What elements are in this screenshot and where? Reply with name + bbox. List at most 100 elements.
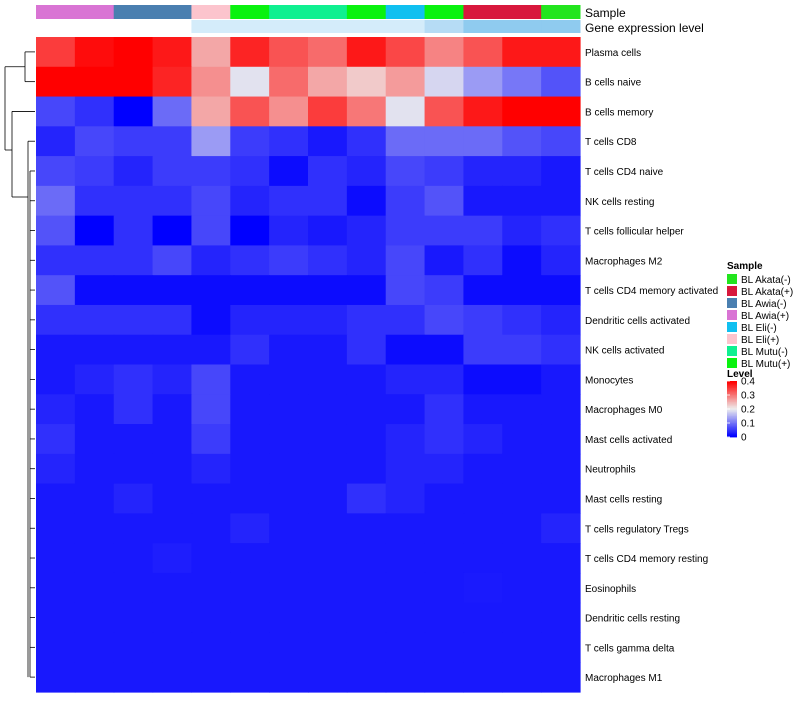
heatmap-cell [424, 304, 465, 336]
level-legend-gradient-step [727, 416, 737, 418]
heatmap-cell [36, 37, 76, 68]
heatmap-cell [269, 632, 309, 663]
heatmap-cell [269, 602, 309, 634]
heatmap-cell [74, 304, 115, 336]
heatmap-cell [152, 96, 193, 127]
heatmap-cell [74, 126, 115, 157]
heatmap-cell [424, 602, 465, 634]
heatmap-cell [463, 245, 503, 276]
heatmap-cell [269, 483, 309, 514]
sample-annotation-cell [424, 5, 464, 19]
heatmap-cell [36, 334, 76, 366]
heatmap-cell [502, 632, 542, 663]
sample-annotation-cell [74, 5, 115, 19]
row-label: Monocytes [585, 375, 633, 386]
gene-expression-annotation-cell [230, 20, 270, 33]
gene-expression-annotation-cell [269, 20, 309, 33]
heatmap-cell [36, 453, 76, 485]
heatmap-cell [424, 126, 465, 157]
sample-annotation-cell [346, 5, 387, 19]
heatmap-cell [230, 364, 270, 395]
heatmap-cell [269, 662, 309, 693]
heatmap-cell [74, 96, 115, 127]
heatmap-cell [74, 513, 115, 544]
heatmap-cell [346, 304, 387, 336]
level-legend-tick-label: 0.3 [741, 391, 755, 402]
heatmap-cell [385, 185, 426, 217]
heatmap-cell [502, 37, 542, 68]
heatmap-cell [541, 185, 581, 217]
heatmap-cell [308, 424, 348, 455]
heatmap-cell [191, 543, 231, 574]
heatmap-cell [191, 453, 231, 485]
row-label: NK cells resting [585, 197, 654, 208]
heatmap-cell [424, 513, 465, 544]
level-legend-gradient-step [727, 414, 737, 417]
row-label: Macrophages M1 [585, 673, 663, 684]
gene-expression-annotation-cell [152, 20, 192, 33]
sample-legend-label: BL Mutu(+) [741, 359, 790, 370]
heatmap-cell [152, 483, 193, 514]
heatmap-cell [541, 37, 581, 68]
level-legend-gradient-step [727, 388, 737, 390]
heatmap-cell [346, 126, 387, 157]
heatmap-cell [269, 185, 309, 217]
row-label: T cells CD8 [585, 137, 637, 148]
heatmap-cell [269, 66, 309, 98]
heatmap-cell [230, 66, 270, 98]
heatmap-cell [113, 96, 154, 127]
sample-legend-label: BL Mutu(-) [741, 347, 788, 358]
heatmap-cell [385, 394, 426, 425]
heatmap-cell [152, 156, 193, 187]
heatmap-cell [269, 156, 309, 187]
heatmap-cell [152, 364, 193, 395]
heatmap-cell [230, 513, 270, 544]
heatmap-cell [74, 185, 115, 217]
heatmap-cell [463, 364, 503, 395]
sample-legend-label: BL Akata(+) [741, 287, 793, 298]
heatmap-cell [269, 304, 309, 336]
heatmap-cell [36, 572, 76, 604]
level-legend-gradient-step [727, 402, 737, 404]
heatmap-cell [541, 543, 581, 574]
heatmap-cell [113, 304, 154, 336]
heatmap-cell [424, 394, 465, 425]
heatmap-cell [346, 453, 387, 485]
heatmap-cell [346, 513, 387, 544]
heatmap-cell [74, 215, 115, 247]
heatmap-cell [502, 275, 542, 306]
heatmap-cell [113, 424, 154, 455]
heatmap-cell [463, 483, 503, 514]
heatmap-cell [541, 602, 581, 634]
gene-expression-annotation-cell [346, 20, 387, 33]
level-legend-gradient-step [727, 403, 737, 406]
heatmap-cell [230, 96, 270, 127]
heatmap-cell [113, 632, 154, 663]
heatmap-cell [36, 245, 76, 276]
heatmap-cell [502, 66, 542, 98]
heatmap-cell [385, 304, 426, 336]
level-legend-gradient-step [727, 432, 737, 435]
heatmap-cell [463, 126, 503, 157]
level-legend-gradient-step [727, 411, 737, 414]
heatmap-cell [36, 304, 76, 336]
heatmap-cell [36, 483, 76, 514]
heatmap-cell [541, 364, 581, 395]
sample-annotation-cell [113, 5, 154, 19]
heatmap-cell [308, 632, 348, 663]
heatmap-cell [36, 543, 76, 574]
heatmap-cell [541, 126, 581, 157]
row-label: Neutrophils [585, 465, 636, 476]
row-label: T cells follicular helper [585, 227, 684, 238]
level-legend-gradient-step [727, 393, 737, 396]
sample-legend-title: Sample [727, 261, 763, 272]
heatmap-cell [424, 275, 465, 306]
heatmap-cell [191, 215, 231, 247]
heatmap-cell [152, 334, 193, 366]
heatmap-cell [36, 96, 76, 127]
heatmap-cell [385, 602, 426, 634]
heatmap-cell [541, 96, 581, 127]
heatmap-cell [191, 304, 231, 336]
